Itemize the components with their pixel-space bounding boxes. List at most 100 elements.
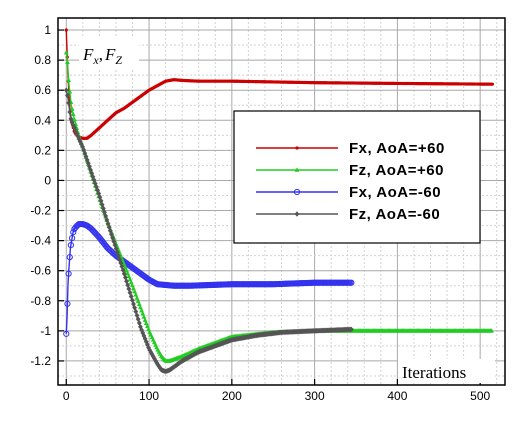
- data-point: [489, 328, 494, 333]
- data-point: [120, 267, 126, 273]
- series-2: [63, 220, 355, 337]
- data-point: [132, 305, 138, 311]
- data-point: [107, 227, 113, 234]
- data-point: [92, 180, 98, 187]
- data-point: [145, 341, 150, 348]
- data-point: [103, 213, 109, 219]
- y-tick-label: -1: [40, 324, 51, 338]
- data-point: [136, 320, 142, 326]
- y-tick-label: 0.4: [34, 113, 51, 127]
- legend-label: Fx, AoA=-60: [349, 184, 441, 201]
- series-layer: [63, 28, 495, 375]
- legend: Fx, AoA=+60 Fz, AoA=+60 Fx, AoA=-60 Fz, AoA…: [233, 110, 481, 244]
- data-point: [85, 160, 91, 167]
- x-tick-label: 100: [139, 389, 159, 403]
- data-point: [113, 245, 119, 252]
- data-point: [126, 286, 132, 292]
- data-point: [66, 77, 71, 82]
- y-tick-label: 0: [44, 173, 51, 187]
- data-point: [67, 109, 73, 115]
- data-point: [66, 254, 73, 261]
- data-point: [96, 190, 102, 197]
- data-point: [89, 170, 95, 177]
- data-point: [348, 279, 355, 286]
- data-point: [68, 115, 74, 122]
- x-tick-label: 400: [387, 389, 407, 403]
- data-point: [64, 28, 68, 32]
- data-point: [125, 282, 131, 288]
- data-point: [121, 270, 127, 277]
- data-point: [122, 274, 128, 281]
- y-tick-label: -0.4: [30, 234, 51, 248]
- y-axis-title: Fx, FZ: [79, 38, 139, 68]
- data-point: [64, 300, 71, 307]
- data-point: [127, 289, 133, 296]
- y-axis-title-sub1: x: [92, 53, 99, 67]
- data-point: [119, 263, 125, 270]
- data-point: [63, 49, 69, 55]
- data-point: [66, 100, 71, 106]
- data-point: [69, 106, 75, 111]
- svg-text:Fx,FZ: Fx, FZ: [82, 45, 122, 67]
- plot-frame: [57, 17, 506, 386]
- data-point: [150, 353, 156, 360]
- data-point: [69, 119, 75, 126]
- x-tick-label: 300: [305, 389, 325, 403]
- x-axis-title: Iterations: [398, 359, 495, 383]
- legend-label: Fx, AoA=+60: [349, 140, 445, 157]
- data-point: [105, 220, 111, 227]
- data-point: [293, 188, 301, 196]
- data-point: [146, 344, 151, 351]
- data-point: [65, 59, 70, 65]
- data-point: [111, 238, 117, 245]
- data-point: [149, 351, 155, 358]
- y-tick-label: -0.6: [30, 264, 51, 278]
- x-axis-title-text: Iterations: [402, 363, 466, 382]
- data-point: [63, 330, 70, 337]
- data-point: [124, 278, 129, 285]
- data-point: [65, 92, 70, 99]
- legend-item: Fz, AoA=-60: [256, 206, 440, 223]
- y-tick-label: 0.6: [34, 83, 51, 97]
- data-point: [71, 116, 77, 122]
- data-point: [88, 167, 94, 173]
- y-tick-label: -0.2: [30, 204, 51, 218]
- data-point: [104, 217, 110, 223]
- y-tick-label: 0.2: [34, 143, 51, 157]
- data-point: [118, 260, 124, 266]
- data-point: [63, 87, 69, 93]
- legend-item: Fx, AoA=-60: [256, 184, 441, 201]
- legend-label: Fz, AoA=+60: [349, 162, 444, 179]
- data-point: [147, 347, 153, 353]
- data-point: [134, 312, 140, 319]
- legend-item: Fx, AoA=+60: [256, 140, 445, 157]
- x-tick-label: 0: [63, 389, 70, 403]
- data-point: [67, 89, 73, 94]
- y-axis-title-main: F: [82, 45, 94, 64]
- x-tick-label: 500: [470, 389, 490, 403]
- data-point: [128, 293, 134, 300]
- data-point: [70, 111, 76, 117]
- data-point: [81, 146, 87, 153]
- data-point: [100, 205, 106, 212]
- y-tick-label: 1: [44, 23, 51, 37]
- y-axis-title-sub2: Z: [115, 53, 122, 67]
- y-tick-label: -0.8: [30, 294, 51, 308]
- legend-label: Fz, AoA=-60: [349, 206, 440, 223]
- data-point: [67, 242, 75, 249]
- data-point: [143, 338, 149, 345]
- data-point: [148, 349, 154, 356]
- tick-layer: 0 100 200 300 400 500 1 0.8 0.6 0.4 0.2 0 -0.2 -0.4 -0…: [30, 23, 490, 403]
- y-axis-title-main-2: F: [104, 45, 116, 64]
- data-point: [106, 224, 112, 230]
- data-point: [74, 130, 80, 137]
- data-point: [73, 127, 78, 134]
- y-axis-title-comma: ,: [99, 45, 103, 64]
- data-point: [294, 211, 300, 217]
- data-point: [84, 157, 90, 163]
- data-point: [348, 326, 354, 333]
- data-point: [70, 229, 77, 236]
- data-point: [151, 355, 157, 362]
- data-point: [98, 198, 104, 204]
